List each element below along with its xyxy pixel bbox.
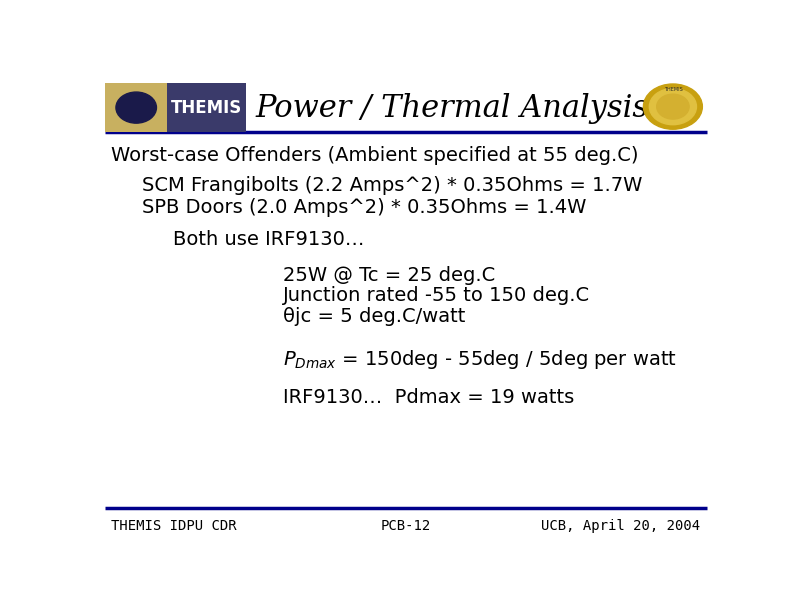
Circle shape	[643, 84, 703, 129]
Text: SPB Doors (2.0 Amps^2) * 0.35Ohms = 1.4W: SPB Doors (2.0 Amps^2) * 0.35Ohms = 1.4W	[142, 198, 586, 217]
FancyBboxPatch shape	[105, 83, 167, 132]
FancyBboxPatch shape	[105, 83, 246, 132]
Text: Junction rated -55 to 150 deg.C: Junction rated -55 to 150 deg.C	[284, 286, 590, 305]
Text: PCB-12: PCB-12	[381, 519, 431, 533]
Text: 25W @ Tc = 25 deg.C: 25W @ Tc = 25 deg.C	[284, 266, 495, 285]
Circle shape	[657, 94, 689, 119]
Text: Both use IRF9130…: Both use IRF9130…	[173, 230, 364, 249]
Text: UCB, April 20, 2004: UCB, April 20, 2004	[542, 519, 701, 533]
Text: THEMIS: THEMIS	[171, 99, 242, 117]
Text: THEMIS IDPU CDR: THEMIS IDPU CDR	[111, 519, 237, 533]
Circle shape	[649, 89, 696, 125]
Text: Power / Thermal Analysis: Power / Thermal Analysis	[256, 93, 649, 124]
Text: $P_{Dmax}$ = 150deg - 55deg / 5deg per watt: $P_{Dmax}$ = 150deg - 55deg / 5deg per w…	[284, 348, 677, 371]
Circle shape	[116, 92, 157, 123]
Text: IRF9130…  Pdmax = 19 watts: IRF9130… Pdmax = 19 watts	[284, 388, 574, 407]
Text: SCM Frangibolts (2.2 Amps^2) * 0.35Ohms = 1.7W: SCM Frangibolts (2.2 Amps^2) * 0.35Ohms …	[142, 176, 642, 195]
Text: THEMIS: THEMIS	[664, 87, 682, 92]
Text: Worst-case Offenders (Ambient specified at 55 deg.C): Worst-case Offenders (Ambient specified …	[111, 146, 639, 165]
Text: θjc = 5 deg.C/watt: θjc = 5 deg.C/watt	[284, 307, 466, 326]
